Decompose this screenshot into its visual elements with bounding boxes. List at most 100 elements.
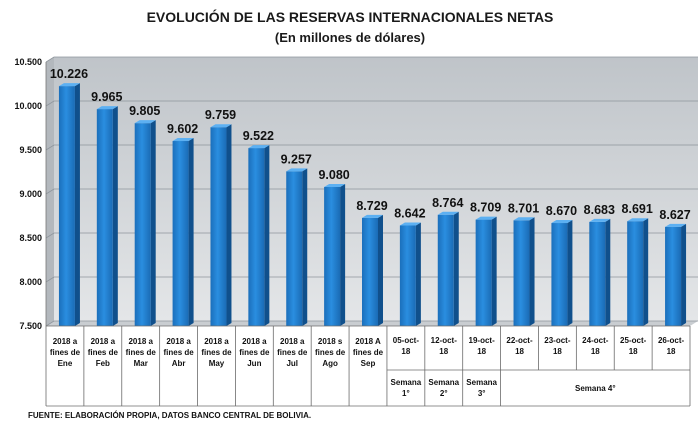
bar-side-face — [453, 211, 459, 326]
bar-side-face — [74, 83, 80, 326]
bar-value-label: 9.257 — [281, 152, 312, 166]
bar-side-face — [150, 120, 156, 326]
bar — [627, 218, 649, 326]
y-tick-label: 8.000 — [19, 277, 42, 287]
bar — [475, 216, 497, 326]
bar-top-face — [324, 183, 346, 187]
category-label: 2018 a fines de Jun — [239, 337, 270, 368]
bar-value-label: 8.764 — [432, 196, 463, 210]
bar-front-face — [58, 86, 75, 326]
bar-side-face — [226, 124, 232, 326]
chart-title: EVOLUCIÓN DE LAS RESERVAS INTERNACIONALE… — [147, 8, 554, 25]
bar — [172, 138, 194, 326]
bar-front-face — [362, 217, 378, 326]
bar-value-label: 9.080 — [318, 168, 349, 182]
category-label: 2018 s fines de Ago — [315, 337, 346, 368]
bar-top-face — [665, 223, 687, 227]
bar-value-label: 8.691 — [622, 202, 653, 216]
bar-top-face — [362, 214, 383, 218]
bar — [665, 223, 687, 326]
bar-side-face — [643, 218, 649, 326]
bar — [513, 217, 535, 326]
source-note: FUENTE: ELABORACIÓN PROPIA, DATOS BANCO … — [28, 411, 311, 420]
category-label: 24-oct-18 — [582, 336, 609, 356]
bar-side-face — [378, 214, 383, 326]
bar-value-label: 9.522 — [243, 129, 274, 143]
category-label: 2018 a fines de Ene — [50, 337, 81, 368]
bar-front-face — [172, 141, 189, 326]
bar-top-face — [399, 222, 421, 226]
bar-side-face — [340, 183, 346, 326]
bar-front-face — [437, 214, 454, 326]
y-tick-label: 9.500 — [19, 145, 42, 155]
bar-side-face — [567, 220, 573, 326]
category-label: 12-oct-18 — [431, 336, 458, 356]
bar-value-label: 8.709 — [470, 201, 501, 215]
week-group-label: Semana 2° — [428, 378, 459, 398]
bar-value-label: 9.759 — [205, 108, 236, 122]
bar-top-face — [96, 106, 118, 110]
bar-front-face — [399, 225, 416, 326]
bar-top-face — [134, 120, 156, 124]
category-label: 2018 a fines de Feb — [88, 337, 119, 368]
bar — [248, 145, 270, 326]
bar-top-face — [248, 145, 270, 149]
bar-top-face — [172, 138, 194, 142]
bar — [324, 183, 346, 326]
bar-value-label: 9.602 — [167, 122, 198, 136]
week-group-label: Semana 3° — [466, 378, 497, 398]
bar — [210, 124, 232, 326]
bar-front-face — [210, 127, 227, 326]
gridline — [45, 144, 698, 151]
gridline — [45, 56, 698, 63]
category-label: 19-oct-18 — [469, 336, 496, 356]
bar-value-label: 10.226 — [50, 67, 88, 81]
bar-side-face — [302, 168, 308, 326]
bar-front-face — [134, 123, 151, 326]
bar-value-label: 8.670 — [546, 204, 577, 218]
bar-value-label: 8.701 — [508, 201, 539, 215]
gridline — [45, 188, 698, 195]
y-tick-label: 7.500 — [19, 321, 42, 331]
bar-value-label: 8.683 — [584, 203, 615, 217]
bar-front-face — [96, 109, 113, 326]
bar-side-face — [188, 138, 194, 326]
bar-front-face — [665, 226, 682, 326]
bar-front-face — [324, 186, 341, 326]
category-label: 2018 a fines de May — [201, 337, 232, 368]
bar — [437, 211, 459, 326]
bar — [134, 120, 156, 326]
bar-top-face — [627, 218, 649, 222]
bar-value-label: 9.965 — [91, 90, 122, 104]
bar — [96, 106, 118, 326]
category-label: 2018 a fines de Abr — [163, 337, 194, 368]
bar-top-face — [58, 83, 80, 87]
category-label: 2018 a fines de Jul — [277, 337, 308, 368]
bar-value-label: 8.729 — [356, 199, 387, 213]
bar — [551, 220, 573, 326]
bar-top-face — [589, 218, 611, 222]
bar-side-face — [112, 106, 118, 326]
bar-side-face — [491, 216, 497, 326]
y-tick-label: 9.000 — [19, 189, 42, 199]
week-group-label: Semana 4° — [575, 384, 616, 393]
bar — [58, 83, 80, 326]
bar-front-face — [589, 221, 606, 326]
bar-front-face — [551, 223, 568, 326]
bar-value-label: 8.642 — [394, 207, 425, 221]
y-tick-label: 10.500 — [14, 57, 42, 67]
bar-front-face — [513, 220, 530, 326]
category-label: 25-oct-18 — [620, 336, 647, 356]
bar-top-face — [551, 220, 573, 224]
gridline — [45, 100, 698, 107]
bar-top-face — [475, 216, 497, 220]
bar-value-label: 9.805 — [129, 104, 160, 118]
chart-subtitle: (En millones de dólares) — [275, 30, 425, 45]
bar-side-face — [264, 145, 270, 326]
bar-side-face — [681, 223, 687, 326]
